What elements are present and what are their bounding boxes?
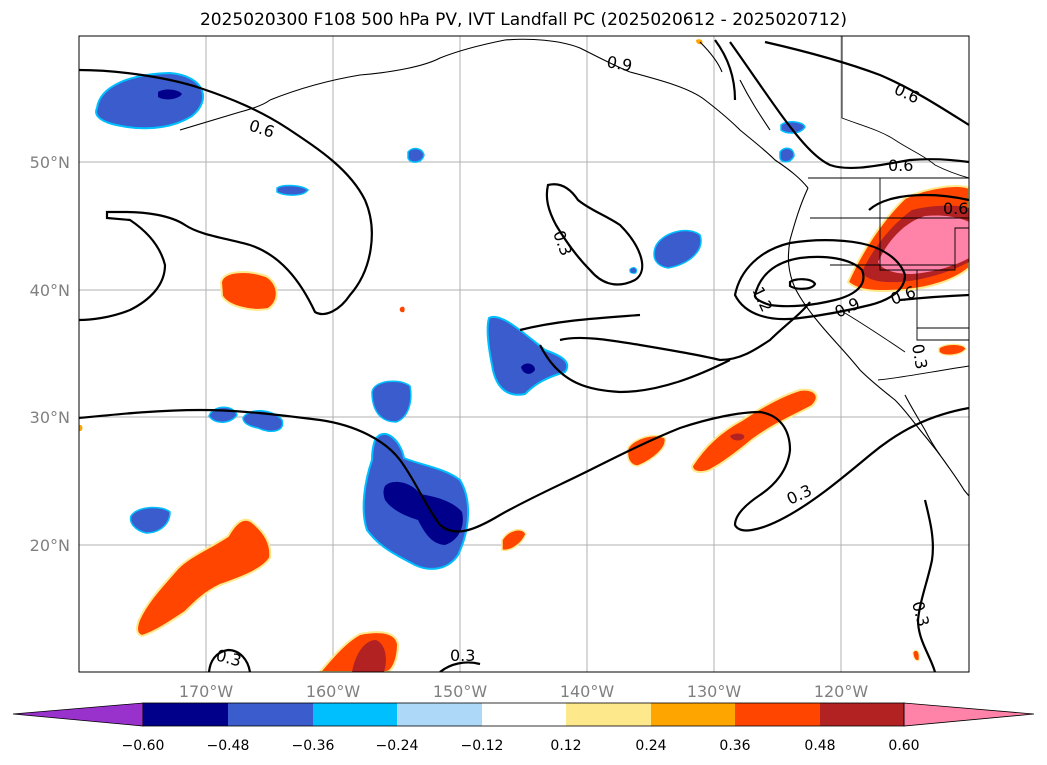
blob-pos-nw-us-pink — [878, 215, 969, 274]
coastlines — [179, 38, 969, 497]
blob-pos-sw-us — [938, 343, 967, 356]
colorbar-tick-label: −0.24 — [376, 738, 419, 754]
colorbar-tick-label: 0.36 — [719, 738, 750, 754]
colorbar-segment — [143, 703, 228, 726]
colorbar-frame — [142, 702, 905, 727]
colorbar-segment — [482, 703, 566, 726]
blob-pos-tiny-1 — [912, 649, 920, 661]
lat-label-50: 50°N — [30, 153, 70, 172]
lon-label-170w: 170°W — [179, 682, 234, 701]
blob-central — [486, 315, 569, 396]
colorbar: −0.60 −0.48 −0.36 −0.24 −0.12 0.12 0.24 … — [12, 702, 1035, 754]
colorbar-segment — [566, 703, 651, 726]
colorbar-tick-label: 0.24 — [635, 738, 666, 754]
longitude-labels: 170°W 160°W 150°W 140°W 130°W 120°W — [179, 682, 869, 701]
colorbar-segment — [651, 703, 735, 726]
contour-label: 0.3 — [908, 342, 931, 370]
lon-label-140w: 140°W — [560, 682, 615, 701]
colorbar-tick-label: −0.12 — [461, 738, 504, 754]
blob-pos-tiny-3 — [79, 424, 83, 431]
blob-west-mid-2 — [242, 410, 284, 433]
blob-small-1 — [276, 184, 310, 196]
colorbar-tick-label: 0.48 — [804, 738, 835, 754]
blob-pos-east-2 — [690, 388, 818, 474]
colorbar-tick-label: 0.12 — [550, 738, 581, 754]
blob-hawaii-core — [383, 481, 463, 545]
map-title: 2025020300 F108 500 hPa PV, IVT Landfall… — [199, 10, 847, 30]
lon-label-130w: 130°W — [687, 682, 742, 701]
lon-label-120w: 120°W — [814, 682, 869, 701]
lon-label-160w: 160°W — [306, 682, 361, 701]
borders — [808, 36, 969, 381]
blob-tiny — [629, 267, 637, 274]
lat-label-30: 30°N — [30, 408, 70, 427]
blob-pos-east-2-core — [730, 433, 745, 441]
lat-label-40: 40°N — [30, 281, 70, 300]
contour-label: 0.9 — [605, 52, 633, 75]
blob-southwest — [129, 506, 171, 534]
lon-label-150w: 150°W — [433, 682, 488, 701]
blob-small-4 — [779, 147, 795, 163]
colorbar-tick-label: −0.48 — [207, 738, 250, 754]
lat-label-20: 20°N — [30, 536, 70, 555]
latitude-labels: 50°N 40°N 30°N 20°N — [30, 153, 70, 555]
contours — [79, 39, 969, 672]
map-frame — [78, 35, 970, 673]
blob-pos-west — [219, 271, 278, 311]
blob-pos-dot — [399, 306, 405, 313]
colorbar-tick-label: −0.36 — [292, 738, 335, 754]
colorbar-segment — [228, 703, 313, 726]
negative-pv-areas — [95, 71, 806, 570]
colorbar-ticks: −0.60 −0.48 −0.36 −0.24 −0.12 0.12 0.24 … — [122, 738, 920, 754]
colorbar-segment — [820, 703, 904, 726]
blob-gulf-alaska-core — [158, 89, 182, 100]
blob-east — [653, 229, 702, 269]
contour-label: 0.6 — [888, 156, 913, 175]
blob-pos-east-1 — [626, 434, 667, 467]
blob-small-2 — [407, 147, 425, 163]
blob-north-hawaii — [371, 380, 412, 423]
blob-pos-south-core — [352, 640, 386, 672]
contour-label: 0.3 — [450, 646, 475, 665]
blob-small-3 — [780, 121, 806, 134]
blob-central-core — [521, 363, 535, 374]
colorbar-tick-label: −0.60 — [122, 738, 165, 754]
colorbar-extend-low — [12, 702, 144, 727]
colorbar-segment — [735, 703, 820, 726]
contour-label: 0.6 — [943, 199, 968, 218]
blob-pos-mid — [501, 529, 527, 552]
colorbar-tick-label: 0.60 — [888, 738, 919, 754]
colorbar-extend-high — [903, 702, 1035, 727]
colorbar-segment — [397, 703, 482, 726]
colorbar-segment — [313, 703, 397, 726]
blob-gulf-alaska — [95, 71, 204, 130]
blob-pos-southwest — [136, 518, 272, 638]
